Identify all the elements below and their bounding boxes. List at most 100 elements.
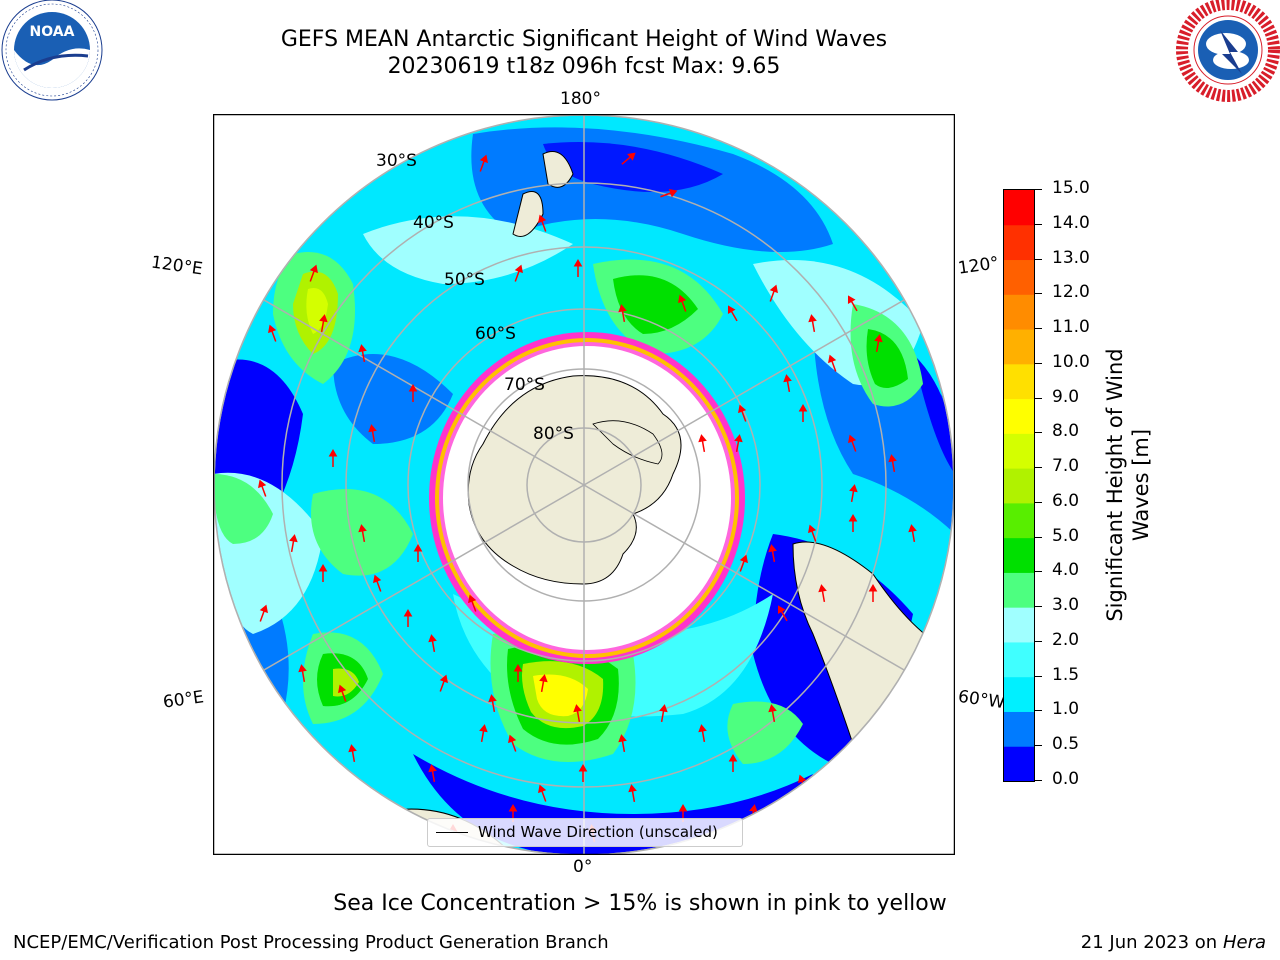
wind-wave-arrow — [428, 764, 437, 783]
wind-wave-arrow — [739, 554, 748, 572]
wind-wave-arrow — [769, 284, 778, 302]
lat-label-60s: 60°S — [475, 324, 516, 344]
colorbar-tick-mark — [1034, 536, 1042, 538]
wind-wave-arrow — [479, 154, 488, 172]
wind-wave-arrow — [573, 259, 583, 277]
colorbar-tick-label: 13.0 — [1052, 247, 1090, 268]
colorbar-segment — [1004, 329, 1034, 365]
colorbar-tick-mark — [1034, 571, 1042, 573]
lat-label-70s: 70°S — [504, 375, 545, 395]
wind-wave-arrow — [768, 704, 777, 723]
wind-wave-arrow — [874, 334, 883, 353]
wind-wave-arrow — [660, 189, 678, 198]
lon-label-180: 180° — [560, 89, 601, 109]
lat-label-30s: 30°S — [376, 151, 417, 171]
lon-label-60w: 60°W — [956, 686, 1007, 714]
wind-wave-arrow — [413, 544, 423, 562]
wind-wave-arrow — [777, 605, 788, 622]
wind-wave-arrow — [847, 295, 858, 312]
colorbar-tick-label: 1.0 — [1052, 699, 1080, 720]
wind-wave-arrow — [403, 609, 413, 627]
colorbar-tick-mark — [1034, 780, 1042, 781]
wind-wave-arrow — [539, 674, 548, 693]
wind-wave-arrow — [727, 305, 738, 322]
colorbar-tick-label: 10.0 — [1052, 351, 1090, 372]
chart-subtitle: 20230619 t18z 096h fcst Max: 9.65 — [387, 54, 781, 79]
legend-label: Wind Wave Direction (unscaled) — [478, 823, 718, 841]
colorbar-segment — [1004, 502, 1034, 539]
colorbar-tick-mark — [1034, 223, 1042, 225]
wind-wave-arrow — [514, 264, 523, 282]
colorbar-tick-mark — [1034, 710, 1042, 712]
wind-wave-arrow — [289, 534, 298, 553]
map-panel: Wind Wave Direction (unscaled) — [212, 113, 956, 856]
wind-wave-arrow — [783, 374, 792, 393]
map-svg — [212, 113, 956, 856]
colorbar-tick-label: 7.0 — [1052, 456, 1080, 477]
colorbar-tick-label: 8.0 — [1052, 421, 1080, 442]
colorbar-segment — [1004, 294, 1034, 330]
colorbar-tick-mark — [1034, 675, 1042, 677]
colorbar-segment — [1004, 746, 1034, 781]
wind-wave-arrow — [698, 434, 707, 453]
colorbar-tick-mark — [1034, 328, 1042, 330]
colorbar-label: Significant Height of Wind Waves [m] — [1102, 310, 1154, 660]
colorbar-tick-label: 12.0 — [1052, 282, 1090, 303]
colorbar-tick-label: 11.0 — [1052, 317, 1090, 338]
wind-wave-arrow — [848, 514, 858, 532]
wind-wave-arrow — [808, 524, 817, 542]
wind-wave-arrow — [488, 694, 497, 713]
noaa-logo-text: NOAA — [30, 24, 75, 40]
wind-wave-arrow — [798, 404, 808, 422]
wind-wave-arrow — [368, 424, 377, 443]
colorbar-tick-mark — [1034, 501, 1042, 503]
colorbar-tick-label: 1.5 — [1052, 664, 1080, 685]
wind-wave-arrow — [258, 479, 267, 497]
wind-wave-arrow — [348, 744, 357, 763]
colorbar-segment — [1004, 398, 1034, 434]
colorbar-segment — [1004, 468, 1034, 504]
colorbar-tick-mark — [1034, 745, 1042, 747]
colorbar-tick-label: 14.0 — [1052, 212, 1090, 233]
colorbar-tick-label: 9.0 — [1052, 386, 1080, 407]
colorbar-segment — [1004, 259, 1034, 295]
wind-wave-arrow — [908, 524, 917, 543]
colorbar — [1003, 189, 1035, 782]
wind-wave-arrow — [259, 604, 268, 622]
wind-wave-arrow — [513, 664, 523, 682]
colorbar-tick-mark — [1034, 258, 1042, 260]
noaa-logo: NOAA — [0, 0, 104, 104]
wind-wave-arrow — [628, 784, 637, 803]
wind-wave-arrow — [828, 354, 837, 372]
colorbar-tick-label: 0.0 — [1052, 769, 1080, 789]
wind-wave-arrow — [439, 674, 448, 692]
colorbar-segment — [1004, 190, 1034, 226]
wind-wave-arrow — [408, 384, 418, 402]
footer-branch: NCEP/EMC/Verification Post Processing Pr… — [13, 932, 609, 953]
colorbar-tick-mark — [1034, 606, 1042, 608]
colorbar-segment — [1004, 572, 1034, 608]
footer-machine: Hera — [1222, 932, 1266, 953]
wind-wave-arrow — [268, 324, 277, 342]
lat-label-40s: 40°S — [413, 213, 454, 233]
wind-wave-arrow — [508, 734, 517, 752]
colorbar-tick-mark — [1034, 640, 1042, 642]
colorbar-segment — [1004, 676, 1034, 712]
wind-wave-arrow — [818, 584, 827, 603]
colorbar-label-line1: Significant Height of Wind — [1103, 348, 1127, 622]
colorbar-tick-label: 0.5 — [1052, 734, 1080, 755]
wind-wave-arrow — [319, 314, 328, 333]
wind-wave-arrow — [318, 564, 328, 582]
wind-wave-arrow — [659, 704, 668, 723]
wind-wave-arrow — [479, 724, 488, 743]
lon-label-120e: 120°E — [149, 252, 204, 280]
colorbar-tick-label: 3.0 — [1052, 595, 1080, 616]
map-legend: Wind Wave Direction (unscaled) — [427, 818, 743, 847]
wind-wave-arrow — [678, 294, 687, 312]
colorbar-tick-label: 5.0 — [1052, 525, 1080, 546]
colorbar-segment — [1004, 711, 1034, 747]
wind-wave-arrow — [698, 724, 707, 743]
wind-wave-arrow — [573, 704, 582, 723]
wind-wave-arrow — [328, 449, 338, 467]
wind-wave-arrow — [738, 404, 747, 422]
